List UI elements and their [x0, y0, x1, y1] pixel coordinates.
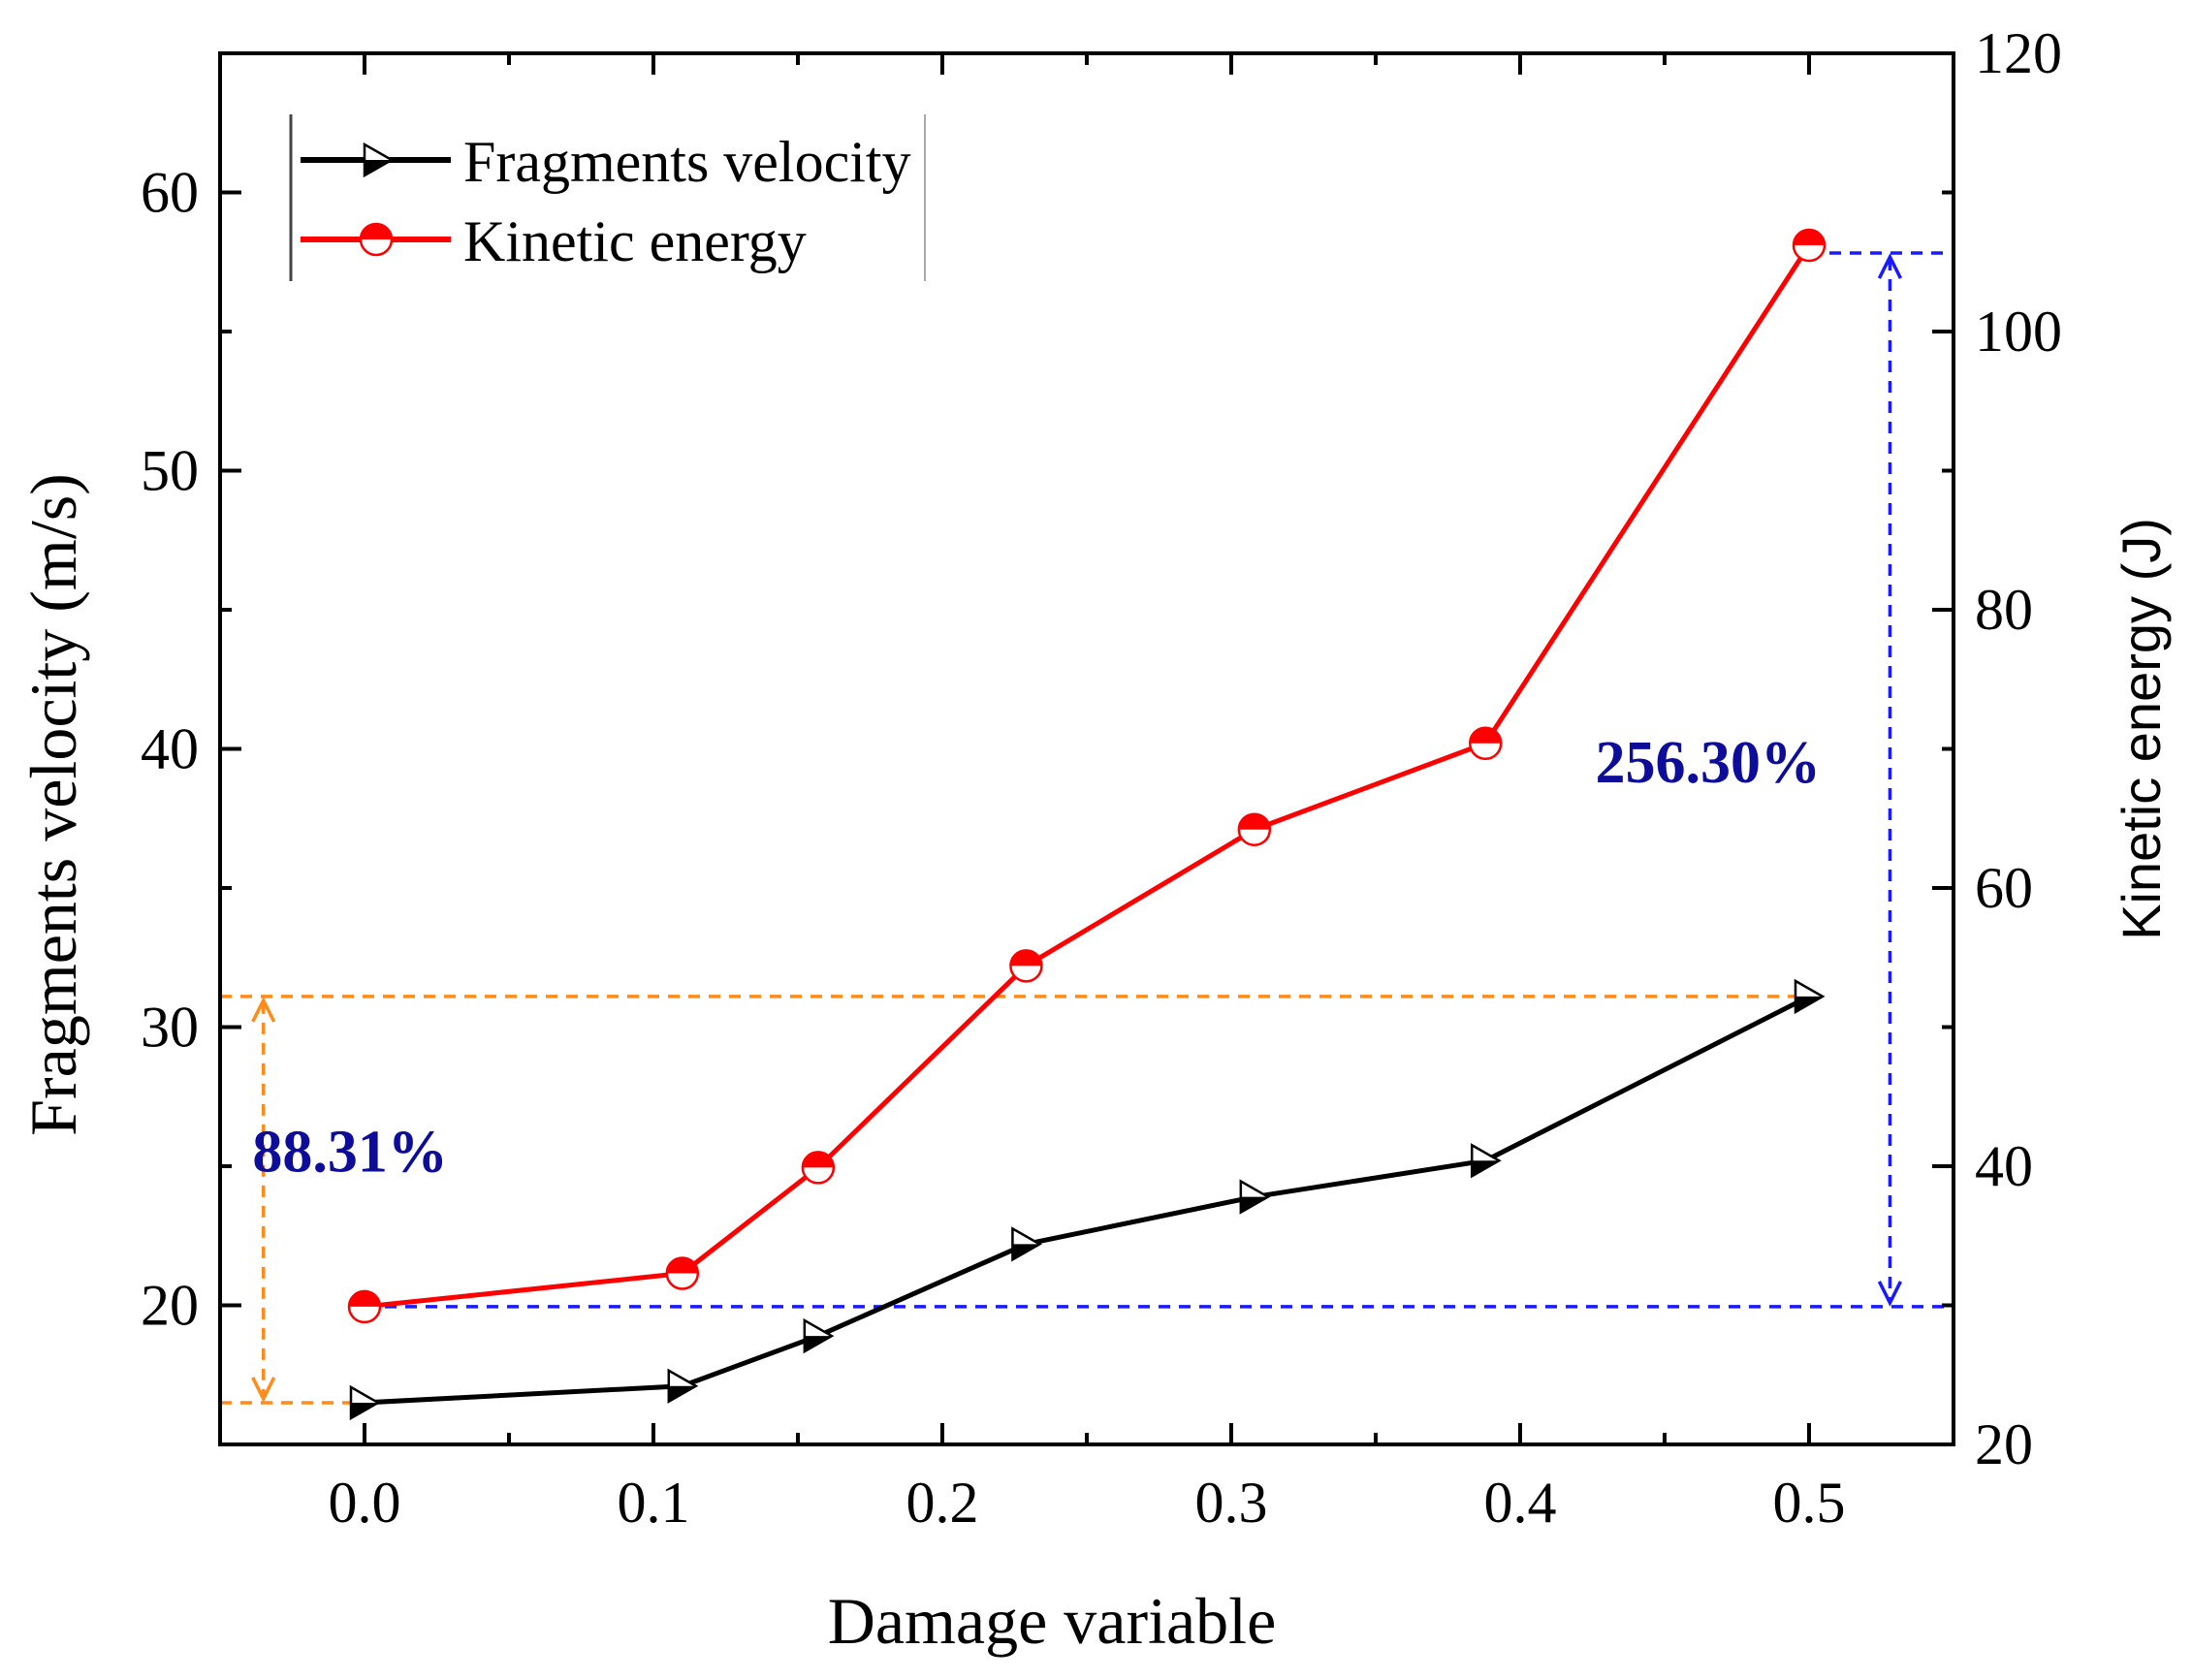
y-right-tick-label: 120 — [1975, 21, 2062, 85]
energy-marker-half — [349, 1306, 380, 1322]
x-tick-label: 0.3 — [1195, 1471, 1268, 1535]
energy-marker-outline — [1237, 812, 1272, 846]
velocity-marker-outline — [803, 1317, 835, 1354]
y-left-tick-label: 50 — [141, 439, 199, 503]
energy-marker-outline — [1468, 726, 1503, 761]
energy-point — [801, 1151, 836, 1185]
y-left-tick-label: 60 — [141, 161, 199, 225]
velocity-point — [667, 1368, 699, 1404]
legend-velocity-label: Fragments velocity — [463, 130, 911, 194]
y-right-tick-label: 80 — [1975, 578, 2033, 642]
legend-energy-marker — [359, 222, 394, 257]
energy-arrow-head-down — [1877, 1281, 1903, 1307]
energy-point — [1792, 228, 1827, 263]
y-right-tick-label: 100 — [1975, 300, 2062, 364]
x-tick-label: 0.1 — [618, 1471, 690, 1535]
velocity-marker-outline — [1239, 1179, 1271, 1215]
y-right-tick-label: 60 — [1975, 856, 2033, 920]
energy-point — [665, 1256, 700, 1290]
velocity-arrow-head-down — [251, 1377, 276, 1403]
legend-velocity-marker — [363, 142, 395, 178]
velocity-point — [1239, 1179, 1271, 1215]
velocity-point — [349, 1384, 381, 1421]
velocity-point — [1470, 1143, 1502, 1179]
energy-marker-half — [666, 1273, 698, 1289]
y-left-tick-label: 30 — [141, 996, 199, 1060]
axes-layer: 0.0 0.1 0.2 0.3 0.4 0.5 20 30 40 50 60 20 40 60 80 100 1… — [141, 21, 2062, 1535]
y-right-tick-label: 20 — [1975, 1412, 2033, 1476]
energy-point — [347, 1289, 382, 1324]
energy-marker-half — [1010, 966, 1042, 982]
velocity-marker-outline — [1470, 1143, 1502, 1179]
x-axis-title: Damage variable — [828, 1584, 1277, 1658]
x-tick-label: 0.4 — [1484, 1471, 1557, 1535]
x-tick-label: 0.2 — [906, 1471, 979, 1535]
energy-arrow-head-up — [1877, 253, 1903, 279]
legend: Fragments velocity Kinetic energy — [289, 114, 926, 281]
energy-marker-half — [1238, 829, 1270, 845]
series-layer — [347, 228, 1827, 1421]
energy-point — [1468, 726, 1503, 761]
x-tick-label: 0.5 — [1773, 1471, 1846, 1535]
velocity-marker-outline — [1011, 1226, 1042, 1262]
legend-energy-label: Kinetic energy — [463, 209, 807, 273]
energy-marker-outline — [801, 1151, 836, 1185]
y-right-tick-label: 40 — [1975, 1134, 2033, 1198]
y-left-tick-label: 40 — [141, 717, 199, 781]
energy-increase-label: 256.30% — [1595, 730, 1821, 796]
velocity-arrow-head-up — [251, 997, 276, 1023]
energy-marker-outline — [1792, 228, 1827, 263]
energy-marker-outline — [347, 1289, 382, 1324]
y-left-axis-title: Fragments velocity (m/s) — [16, 473, 90, 1136]
energy-point — [1237, 812, 1272, 846]
energy-marker-half — [1470, 743, 1502, 759]
velocity-increase-label: 88.31% — [252, 1120, 448, 1186]
velocity-marker-outline — [667, 1368, 699, 1404]
velocity-point — [1794, 978, 1826, 1015]
energy-marker-outline — [1009, 949, 1043, 983]
energy-marker-outline — [665, 1256, 700, 1290]
x-tick-label: 0.0 — [329, 1471, 401, 1535]
energy-point — [1009, 949, 1043, 983]
y-left-tick-label: 20 — [141, 1274, 199, 1338]
velocity-point — [1011, 1226, 1042, 1262]
energy-marker-half — [1794, 245, 1825, 262]
velocity-marker-outline — [1794, 978, 1826, 1015]
y-right-axis-title: Kinetic energy (J) — [2111, 518, 2172, 940]
energy-marker-half — [802, 1167, 834, 1184]
annotation-layer: 88.31% 256.30% — [220, 251, 1954, 1405]
velocity-marker-outline — [349, 1384, 381, 1421]
velocity-point — [803, 1317, 835, 1354]
